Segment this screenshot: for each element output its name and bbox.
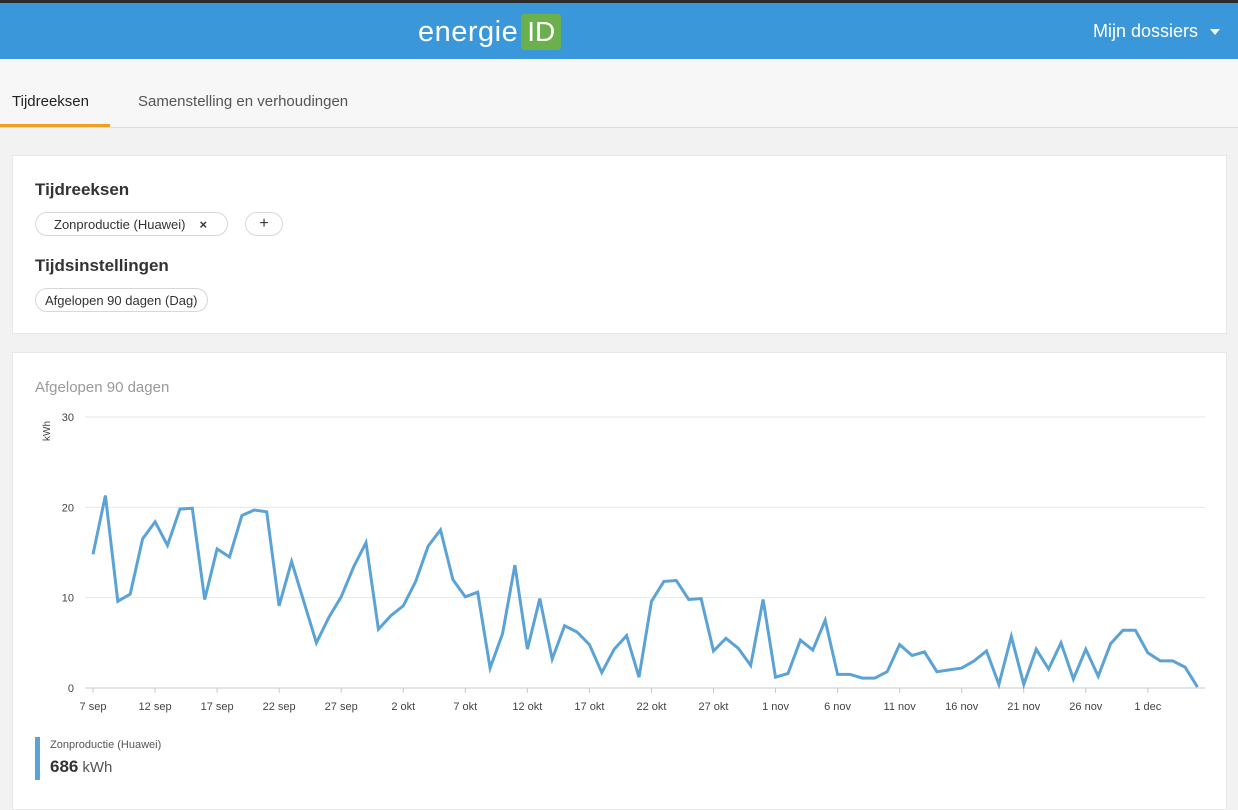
series-line <box>91 495 1199 690</box>
x-tick-label: 22 sep <box>263 701 296 713</box>
x-tick-label: 6 nov <box>824 701 851 713</box>
x-tick-label: 1 nov <box>762 701 789 713</box>
time-section-title: Tijdsinstellingen <box>35 256 169 275</box>
x-tick-label: 12 okt <box>512 701 542 713</box>
x-tick-label: 27 sep <box>325 701 358 713</box>
legend-unit: kWh <box>82 759 113 776</box>
x-tick-label: 11 nov <box>884 701 917 713</box>
add-series-button[interactable]: + <box>245 212 283 236</box>
series-pill[interactable]: Zonproductie (Huawei) × <box>35 212 228 236</box>
my-dossiers-label: Mijn dossiers <box>1092 21 1198 41</box>
time-range-pill[interactable]: Afgelopen 90 dagen (Dag) <box>35 288 208 312</box>
x-tick-label: 7 sep <box>80 701 107 713</box>
chart-title: Afgelopen 90 dagen <box>35 379 170 396</box>
x-tick-label: 17 sep <box>201 701 234 713</box>
y-tick-label: 10 <box>62 593 74 605</box>
remove-series-icon[interactable]: × <box>199 216 208 232</box>
energieid-logo[interactable]: energie ID <box>418 14 562 50</box>
x-tick-label: 22 okt <box>636 701 666 713</box>
x-tick-label: 16 nov <box>945 701 979 713</box>
x-tick-label: 26 nov <box>1069 701 1103 713</box>
x-tick-label: 21 nov <box>1007 701 1041 713</box>
logo-id-box: ID <box>521 14 562 50</box>
x-tick-label: 12 sep <box>139 701 172 713</box>
y-tick-label: 30 <box>62 412 74 424</box>
legend-color-swatch <box>35 737 40 780</box>
tab-samenstelling[interactable]: Samenstelling en verhoudingen <box>138 93 349 110</box>
settings-card: Tijdreeksen Zonproductie (Huawei) × + Ti… <box>12 155 1227 334</box>
logo-text: energie <box>418 15 519 48</box>
caret-down-icon <box>1210 28 1220 35</box>
x-tick-label: 7 okt <box>453 701 477 713</box>
y-tick-label: 0 <box>68 683 74 695</box>
x-tick-label: 1 dec <box>1134 701 1161 713</box>
my-dossiers-menu[interactable]: Mijn dossiers <box>1093 21 1220 42</box>
x-tick-label: 2 okt <box>391 701 415 713</box>
x-tick-label: 17 okt <box>574 701 604 713</box>
tab-tijdreeksen[interactable]: Tijdreeksen <box>0 59 110 127</box>
legend-series-name: Zonproductie (Huawei) <box>50 739 162 751</box>
legend-total-value: 686 <box>50 757 79 776</box>
top-bar: energie ID Mijn dossiers <box>0 0 1238 59</box>
y-axis-label: kWh <box>42 421 53 441</box>
chart-card: Afgelopen 90 dagen 0 10 20 30 kWh 7 sep 12 sep… <box>12 352 1227 810</box>
x-tick-label: 27 okt <box>699 701 729 713</box>
legend-total: 686 kWh <box>50 757 112 777</box>
tab-bar: Tijdreeksen Samenstelling en verhoudinge… <box>0 59 1238 128</box>
series-section-title: Tijdreeksen <box>35 180 130 199</box>
series-pill-label: Zonproductie (Huawei) <box>54 216 186 232</box>
line-chart: 0 10 20 30 kWh 7 sep 12 sep 17 sep 22 sep 27 sep 2… <box>42 412 1205 713</box>
y-tick-label: 20 <box>62 502 74 514</box>
